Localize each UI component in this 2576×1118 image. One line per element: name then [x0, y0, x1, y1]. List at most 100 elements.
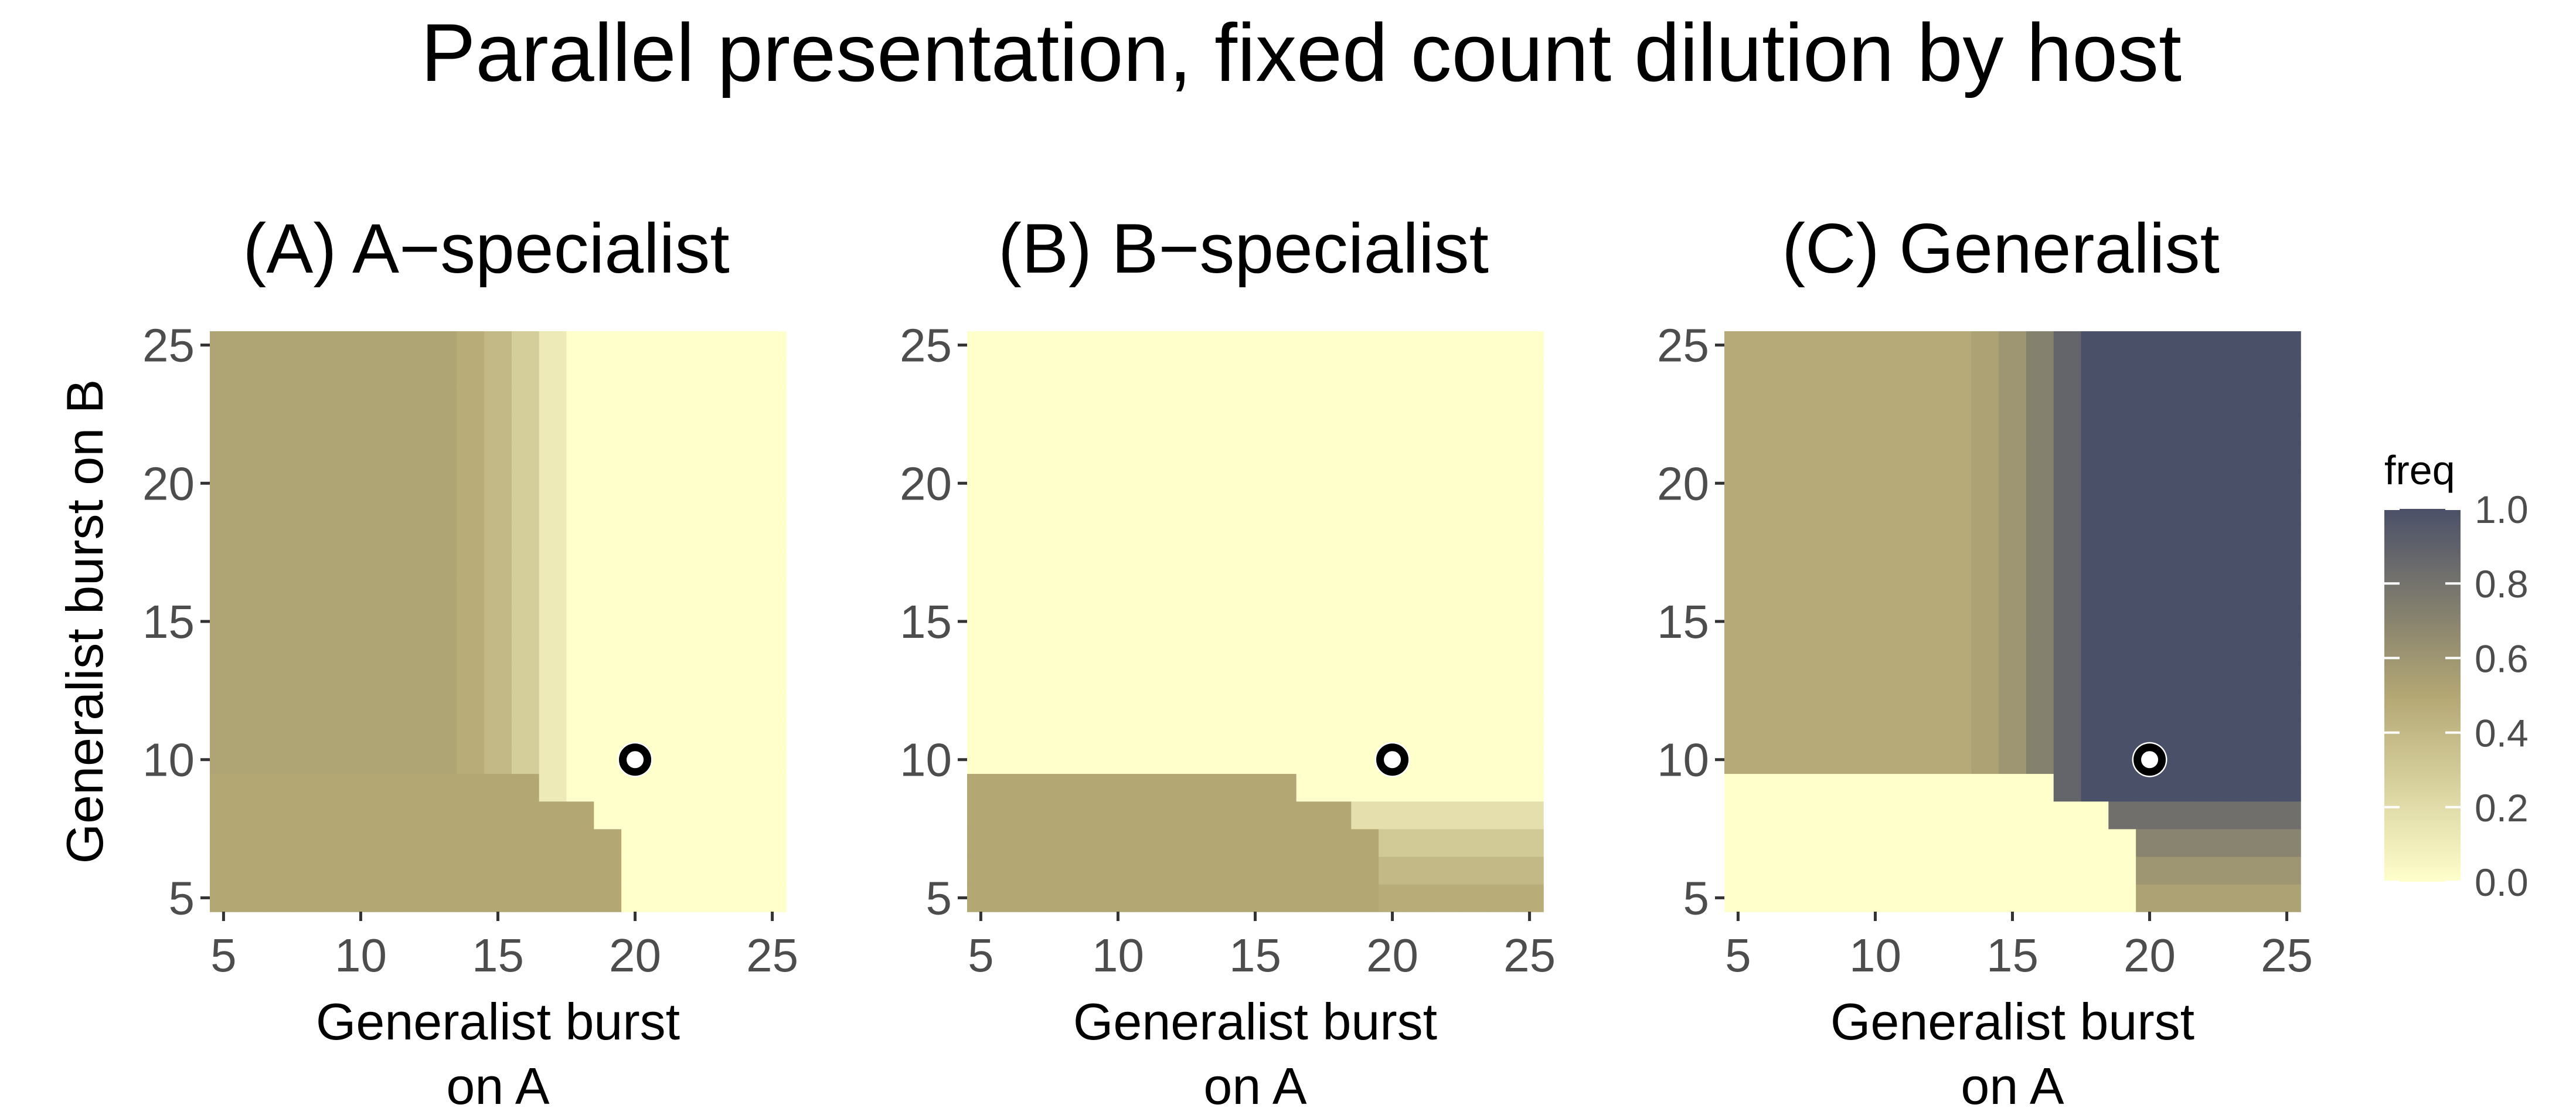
heatmap-tile [1433, 690, 1462, 719]
heatmap-tile [1104, 497, 1132, 525]
heatmap-tile [648, 746, 677, 774]
heatmap-tile [1268, 386, 1297, 415]
heatmap-tile [676, 497, 705, 525]
heatmap-tile [1461, 469, 1489, 498]
heatmap-tile [1724, 856, 1753, 885]
heatmap-tile [1433, 580, 1462, 609]
heatmap-tile [237, 635, 266, 664]
heatmap-tile [2218, 773, 2247, 802]
heatmap-tile [1888, 469, 1917, 498]
heatmap-tile [1323, 828, 1352, 857]
x-tick-label: 20 [1366, 929, 1418, 981]
heatmap-tile [457, 552, 485, 581]
heatmap-tile [347, 828, 375, 857]
heatmap-tile [1433, 773, 1462, 802]
heatmap-tile [994, 773, 1023, 802]
heatmap-tile [1379, 441, 1407, 470]
heatmap-tile [1159, 690, 1187, 719]
heatmap-tile [511, 662, 540, 691]
heatmap-tile [2163, 497, 2192, 525]
heatmap-tile [1077, 718, 1105, 746]
heatmap-tile [2053, 607, 2082, 636]
heatmap-tile [594, 441, 622, 470]
heatmap-tile [1888, 883, 1917, 912]
heatmap-tile [1131, 552, 1160, 581]
heatmap-tile [2218, 856, 2247, 885]
heatmap-tile [1888, 497, 1917, 525]
heatmap-tile [703, 773, 732, 802]
heatmap-tile [539, 690, 567, 719]
heatmap-tile [1104, 801, 1132, 830]
heatmap-tile [594, 607, 622, 636]
heatmap-tile [2136, 801, 2164, 830]
heatmap-tile [2053, 580, 2082, 609]
heatmap-tile [1351, 801, 1379, 830]
heatmap-tile [594, 525, 622, 553]
heatmap-tile [539, 497, 567, 525]
heatmap-tile [374, 469, 403, 498]
heatmap-tile [484, 469, 512, 498]
heatmap-tile [511, 773, 540, 802]
heatmap-tile [511, 746, 540, 774]
heatmap-tile [1999, 552, 2027, 581]
heatmap-tile [967, 690, 995, 719]
heatmap-tile [539, 856, 567, 885]
heatmap-tile [2273, 856, 2301, 885]
heatmap-tile [731, 856, 759, 885]
heatmap-tile [2081, 552, 2109, 581]
heatmap-tile [1971, 828, 1999, 857]
heatmap-tile [1323, 580, 1352, 609]
heatmap-tile [1834, 690, 1862, 719]
heatmap-tile [1186, 883, 1215, 912]
heatmap-tile [401, 386, 430, 415]
heatmap-tile [1214, 856, 1242, 885]
heatmap-tile [1916, 828, 1945, 857]
heatmap-tile [511, 552, 540, 581]
x-axis-label: Generalist burst [1073, 993, 1437, 1051]
heatmap-tile [2136, 828, 2164, 857]
heatmap-tile [2108, 828, 2136, 857]
heatmap-tile [2273, 414, 2301, 443]
legend-tick-label: 0.6 [2475, 637, 2529, 680]
heatmap-tile [1323, 359, 1352, 388]
heatmap-tile [994, 414, 1023, 443]
heatmap-tile [1049, 662, 1078, 691]
x-axis-label: on A [1203, 1057, 1306, 1115]
heatmap-tile [1779, 773, 1808, 802]
heatmap-tile [1862, 801, 1890, 830]
heatmap-tile [1131, 414, 1160, 443]
heatmap-tile [1779, 635, 1808, 664]
heatmap-tile [1296, 607, 1325, 636]
heatmap-tile [1077, 607, 1105, 636]
heatmap-tile [1779, 718, 1808, 746]
heatmap-tile [1379, 497, 1407, 525]
heatmap-tile [648, 497, 677, 525]
heatmap-tile [731, 773, 759, 802]
heatmap-tile [1241, 856, 1270, 885]
heatmap-tile [210, 773, 238, 802]
heatmap-tile [237, 773, 266, 802]
heatmap-tile [2245, 801, 2274, 830]
heatmap-tile [347, 690, 375, 719]
heatmap-tile [1104, 469, 1132, 498]
heatmap-tile [2245, 414, 2274, 443]
heatmap-tile [1131, 883, 1160, 912]
heatmap-tile [429, 718, 458, 746]
heatmap-tile [703, 497, 732, 525]
heatmap-tile [594, 635, 622, 664]
heatmap-tile [1077, 690, 1105, 719]
heatmap-tile [1323, 497, 1352, 525]
heatmap-tile [484, 580, 512, 609]
heatmap-tile [1916, 635, 1945, 664]
heatmap-tile [1488, 386, 1516, 415]
heatmap-tile [2053, 690, 2082, 719]
heatmap-tile [484, 662, 512, 691]
heatmap-tile [1999, 635, 2027, 664]
heatmap-tile [758, 359, 787, 388]
heatmap-tile [429, 469, 458, 498]
heatmap-tile [621, 635, 649, 664]
heatmap-tile [1433, 525, 1462, 553]
heatmap-tile [1049, 883, 1078, 912]
heatmap-tile [967, 828, 995, 857]
heatmap-tile [2108, 359, 2136, 388]
